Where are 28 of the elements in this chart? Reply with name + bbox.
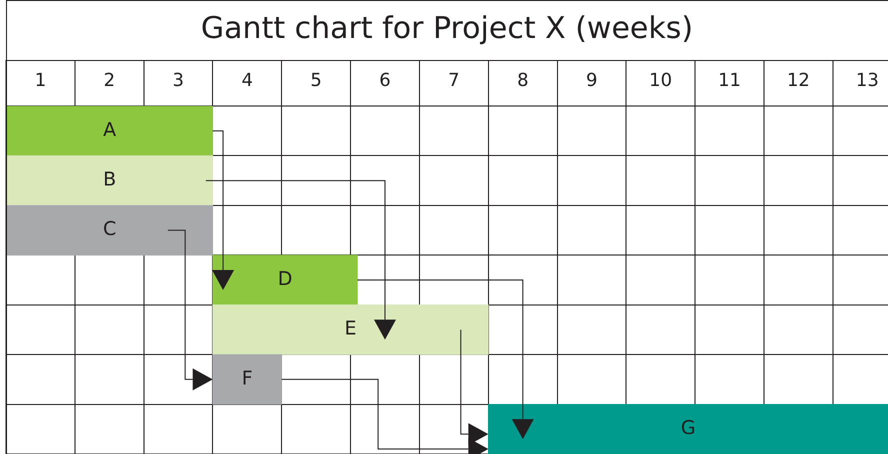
y-tick-label: B: [103, 168, 116, 191]
x-tick-label: 7: [448, 70, 460, 91]
bar: [6, 106, 214, 156]
y-tick-label: E: [344, 318, 357, 340]
chart-title: Gantt chart for Project X (weeks): [200, 10, 694, 46]
y-tick-label: F: [242, 367, 253, 390]
y-tick-label: C: [102, 218, 116, 240]
bar: [488, 404, 888, 454]
y-tick-label: D: [278, 268, 292, 290]
x-tick-label: 5: [310, 70, 322, 91]
x-tick-label: 13: [856, 70, 879, 91]
x-tick-label: 11: [718, 70, 741, 91]
y-tick-label: A: [103, 118, 116, 141]
x-tick-label: 8: [517, 70, 529, 91]
bar: [212, 304, 489, 355]
x-tick-label: 9: [586, 70, 598, 91]
x-tick-label: 2: [104, 70, 116, 91]
x-tick-label: 4: [241, 70, 253, 91]
x-tick-label: 6: [379, 70, 391, 91]
x-tick-label: 1: [34, 70, 46, 91]
x-tick-label: 10: [649, 70, 672, 91]
y-tick-label: G: [680, 417, 696, 440]
bar: [212, 354, 282, 405]
x-tick-label: 12: [786, 70, 810, 91]
bar: [6, 155, 214, 206]
bar: [212, 254, 358, 306]
bar: [6, 205, 214, 256]
x-tick-label: 3: [172, 70, 184, 91]
